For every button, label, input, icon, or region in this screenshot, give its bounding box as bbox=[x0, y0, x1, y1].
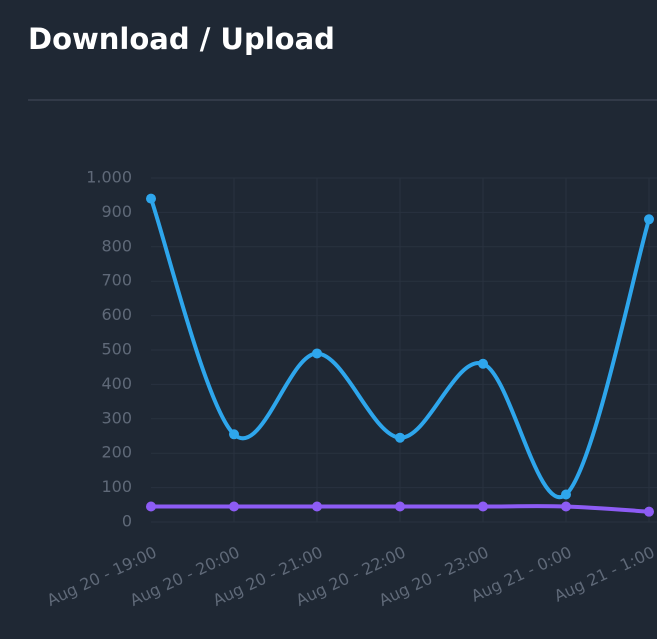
y-tick-label: 100 bbox=[101, 477, 132, 496]
data-point bbox=[561, 501, 571, 512]
data-point bbox=[644, 214, 654, 225]
data-point bbox=[312, 501, 322, 512]
y-tick-label: 400 bbox=[101, 374, 132, 393]
y-tick-label: 800 bbox=[101, 236, 132, 255]
data-point bbox=[312, 348, 322, 359]
data-point bbox=[395, 432, 405, 443]
y-tick-label: 0 bbox=[122, 512, 132, 531]
data-point bbox=[146, 501, 156, 512]
y-tick-label: 600 bbox=[101, 305, 132, 324]
data-point bbox=[395, 501, 405, 512]
data-point bbox=[644, 506, 654, 517]
y-tick-label: 200 bbox=[101, 443, 132, 462]
data-point bbox=[229, 429, 239, 440]
y-tick-label: 1.000 bbox=[86, 168, 132, 187]
chart-title: Download / Upload bbox=[28, 22, 335, 56]
y-tick-label: 700 bbox=[101, 271, 132, 290]
data-point bbox=[478, 358, 488, 369]
data-point bbox=[561, 489, 571, 500]
data-point bbox=[146, 193, 156, 204]
y-tick-label: 500 bbox=[101, 340, 132, 359]
y-tick-label: 900 bbox=[101, 202, 132, 221]
data-point bbox=[478, 501, 488, 512]
y-tick-label: 300 bbox=[101, 408, 132, 427]
data-point bbox=[229, 501, 239, 512]
